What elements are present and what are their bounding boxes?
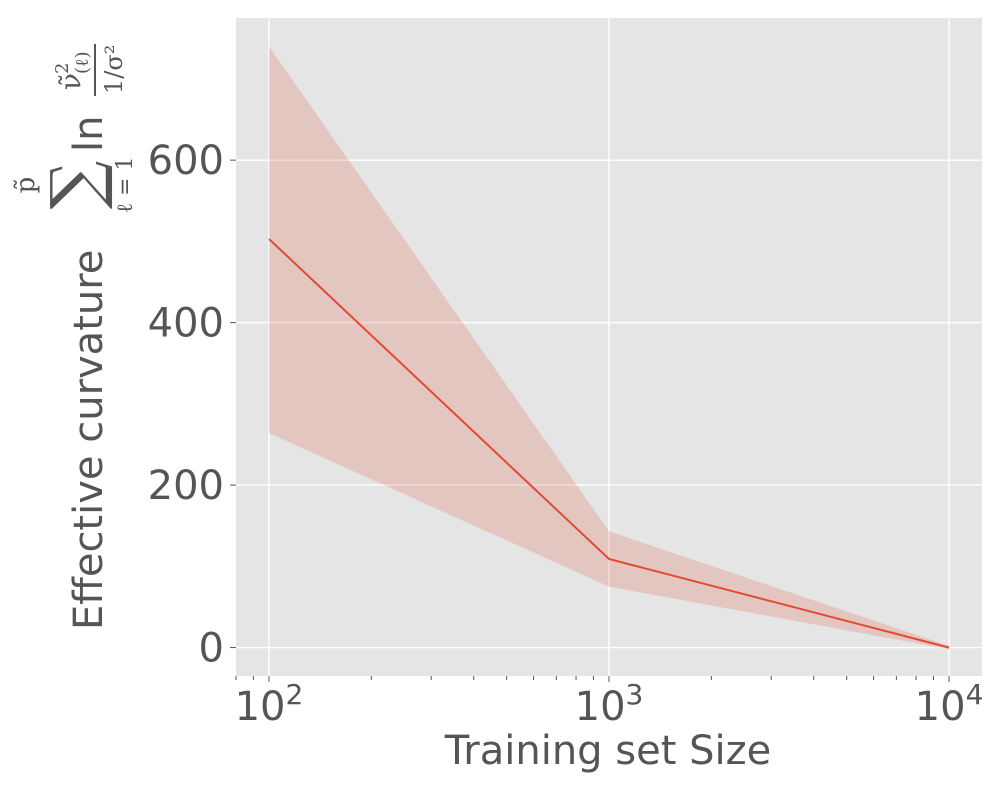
x-tick-labels: 102 103 104: [235, 676, 984, 730]
y-axis-formula: p̃ ∑ ℓ = 1 ln ν̃ 2 (ℓ) 1/σ²: [11, 44, 138, 213]
formula-denominator: 1/σ²: [100, 45, 128, 94]
confidence-band: [269, 46, 949, 650]
y-axis-label-text: Effective curvature: [66, 250, 112, 630]
x-tick-label-2: 104: [915, 678, 984, 730]
x-tick-label-1: 103: [575, 678, 644, 730]
formula-numerator-sup: 2: [52, 63, 73, 74]
formula-numerator: ν̃: [54, 73, 87, 90]
formula-sum-upper: p̃: [11, 177, 41, 194]
x-tick-label-0: 102: [235, 678, 304, 730]
y-axis-label: Effective curvature p̃ ∑ ℓ = 1 ln ν̃ 2 (…: [11, 44, 138, 630]
x-axis-label: Training set Size: [444, 728, 772, 774]
formula-sum-sign: ∑: [37, 161, 116, 210]
formula-ln: ln: [66, 116, 112, 152]
y-tick-label-0: 0: [199, 626, 224, 672]
y-tick-label-3: 600: [148, 138, 224, 184]
y-tick-label-2: 400: [148, 301, 224, 347]
formula-sum-lower: ℓ = 1: [113, 157, 138, 214]
x-minor-ticks: [235, 676, 934, 680]
formula-numerator-sub: (ℓ): [72, 51, 93, 74]
y-tick-labels: 0 200 400 600: [148, 138, 236, 672]
series-line: [268, 238, 950, 649]
y-tick-label-1: 200: [148, 463, 224, 509]
grid: [236, 18, 982, 676]
